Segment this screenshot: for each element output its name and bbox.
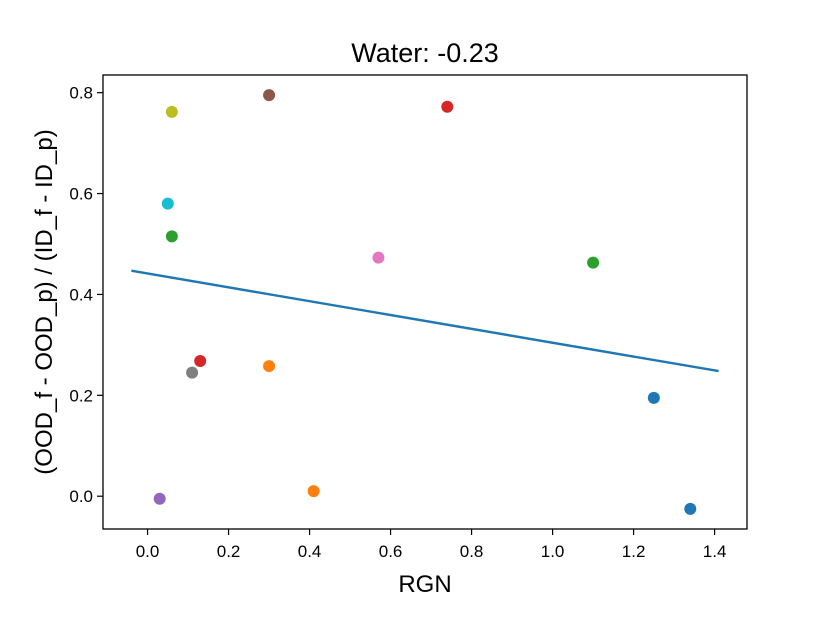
data-point-1 bbox=[647, 391, 660, 404]
data-point-3 bbox=[263, 360, 276, 373]
data-point-4 bbox=[307, 485, 320, 498]
data-point-11 bbox=[372, 251, 385, 264]
y-axis-ticks: 0.0 0.2 0.4 0.6 0.8 bbox=[69, 84, 103, 506]
plot-frame bbox=[102, 74, 748, 530]
x-tick-label: 0.4 bbox=[298, 542, 322, 561]
x-axis-ticks: 0.0 0.2 0.4 0.6 0.8 1.0 1.2 1.4 bbox=[136, 529, 727, 561]
regression-line bbox=[131, 269, 719, 373]
data-point-5 bbox=[165, 230, 178, 243]
x-tick-label: 0.0 bbox=[136, 542, 160, 561]
data-point-8 bbox=[441, 100, 454, 113]
data-point-6 bbox=[587, 256, 600, 269]
data-point-9 bbox=[153, 492, 166, 505]
y-tick-label: 0.4 bbox=[69, 285, 93, 304]
y-tick-label: 0.8 bbox=[69, 84, 93, 103]
x-tick-label: 0.2 bbox=[217, 542, 241, 561]
x-tick-label: 1.4 bbox=[703, 542, 727, 561]
plot-area bbox=[131, 89, 719, 515]
data-point-13 bbox=[165, 105, 178, 118]
data-point-2 bbox=[684, 502, 697, 515]
data-point-12 bbox=[186, 366, 199, 379]
y-axis-label: (OOD_f - OOD_p) / (ID_f - ID_p) bbox=[31, 129, 58, 474]
y-tick-label: 0.2 bbox=[69, 386, 93, 405]
data-point-7 bbox=[194, 355, 207, 368]
x-axis-label: RGN bbox=[398, 571, 451, 598]
x-tick-label: 0.6 bbox=[379, 542, 403, 561]
data-point-14 bbox=[161, 197, 174, 210]
data-point-10 bbox=[263, 89, 276, 102]
chart-title: Water: -0.23 bbox=[351, 38, 499, 68]
x-tick-label: 1.0 bbox=[541, 542, 565, 561]
x-tick-label: 1.2 bbox=[622, 542, 646, 561]
x-tick-label: 0.8 bbox=[460, 542, 484, 561]
y-tick-label: 0.0 bbox=[69, 487, 93, 506]
y-tick-label: 0.6 bbox=[69, 185, 93, 204]
